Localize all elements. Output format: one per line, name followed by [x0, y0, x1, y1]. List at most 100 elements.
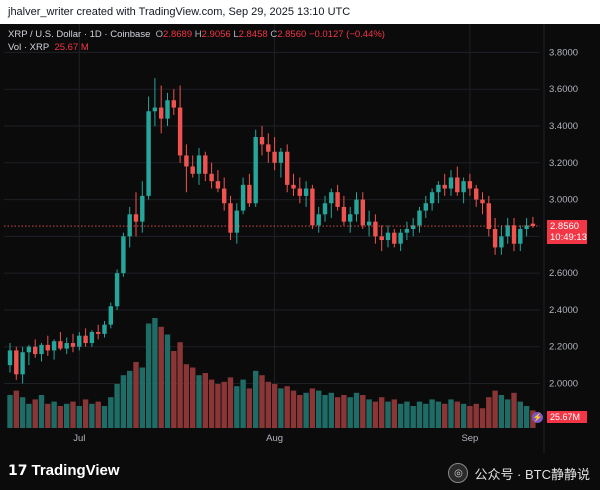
volume-bar [114, 384, 120, 428]
volume-bar [64, 403, 70, 428]
volume-bar [171, 351, 177, 428]
wechat-icon: ◎ [448, 463, 469, 483]
candle-body [127, 214, 132, 237]
volume-bar [215, 384, 221, 428]
candle-body [278, 151, 284, 163]
y-tick-label: 3.6000 [549, 84, 578, 95]
volume-bar [404, 401, 410, 428]
volume-bar [486, 397, 492, 428]
candle-body [14, 350, 19, 375]
candle-body [461, 181, 466, 193]
candle-body [316, 214, 321, 226]
candle-body [474, 188, 479, 200]
candle-body [442, 184, 447, 189]
volume-bar [133, 362, 139, 428]
candle-body [524, 225, 529, 229]
footer: 17 TradingView ◎ 公众号 · BTC静静说 [0, 454, 600, 490]
volume-bar [76, 406, 82, 428]
candle-body [429, 192, 435, 204]
candle-body [360, 199, 365, 226]
candle-body [240, 184, 246, 211]
candle-body [366, 221, 372, 226]
volume-bar [221, 381, 227, 428]
last-price-value: 2.8560 [550, 221, 580, 233]
volume-bar [360, 395, 366, 428]
volume-bar [120, 375, 127, 428]
candle-body [499, 236, 504, 248]
volume-bar [51, 401, 57, 428]
candle-body [209, 173, 214, 182]
volume-bar [473, 403, 479, 428]
y-tick-label: 3.4000 [549, 121, 578, 132]
candle-body [196, 155, 202, 174]
candle-body [247, 184, 252, 204]
volume-bar [284, 386, 290, 428]
chart-legend: XRP / U.S. Dollar · 1D · Coinbase O2.868… [8, 28, 385, 54]
volume-bar [26, 403, 32, 428]
candle-body [102, 324, 107, 334]
volume-bar [13, 390, 19, 428]
candle-body [335, 192, 340, 207]
candle-body [165, 100, 170, 119]
x-tick-label: Aug [266, 433, 283, 444]
volume-bar [227, 377, 234, 428]
volume-bar [517, 401, 523, 428]
legend-low-label: L [233, 29, 239, 40]
candle-body [33, 346, 38, 355]
x-tick-label: Sep [461, 433, 478, 444]
candle-body [96, 332, 101, 334]
legend-open-label: O [155, 29, 164, 40]
candle-body [322, 203, 328, 215]
volume-bar [347, 397, 353, 428]
bar-countdown: 10:49:13 [550, 232, 587, 244]
legend-close: 2.8560 [277, 29, 307, 40]
candle-body [417, 210, 422, 226]
volume-tag: 25.67M [547, 411, 587, 423]
volume-bar [328, 392, 334, 428]
volume-bar [385, 401, 391, 428]
chart-area[interactable]: 3.80003.60003.40003.20003.00002.80002.60… [0, 24, 600, 454]
volume-bar [202, 373, 208, 428]
volume-bar [152, 318, 158, 428]
volume-bar [108, 397, 114, 428]
candle-body [297, 188, 302, 196]
volume-bar [278, 388, 284, 428]
volume-bar [334, 397, 341, 428]
volume-bar [246, 388, 253, 428]
candle-body [171, 100, 176, 108]
candle-body [455, 177, 460, 193]
volume-bar [183, 364, 190, 428]
header-attribution: jhalver_writer created with TradingView.… [8, 6, 351, 18]
candlestick-chart[interactable]: 3.80003.60003.40003.20003.00002.80002.60… [0, 24, 600, 454]
volume-bar [479, 408, 486, 428]
candle-body [423, 203, 428, 211]
volume-bar [379, 397, 385, 428]
volume-bar [416, 401, 423, 428]
volume-bar [190, 367, 196, 428]
candle-body [505, 225, 510, 237]
volume-bar [290, 390, 297, 428]
volume-bar [196, 375, 202, 428]
legend-symbol[interactable]: XRP / U.S. Dollar · 1D · Coinbase [8, 29, 151, 40]
y-tick-label: 2.6000 [549, 268, 578, 279]
candle-body [184, 155, 189, 167]
y-tick-label: 2.0000 [549, 379, 578, 390]
volume-bar [32, 399, 38, 428]
lightning-icon[interactable]: ⚡ [532, 412, 543, 423]
candle-body [398, 232, 403, 244]
candle-body [83, 335, 88, 344]
volume-bar [511, 392, 517, 428]
volume-bar [82, 399, 89, 428]
candle-body [436, 184, 441, 193]
candle-body [518, 229, 523, 244]
volume-bar [7, 395, 13, 428]
candle-body [492, 229, 498, 248]
volume-bar [70, 401, 76, 428]
candle-body [89, 332, 95, 344]
legend-volume-label[interactable]: Vol · XRP [8, 42, 50, 53]
candle-body [77, 335, 82, 347]
candle-body [341, 206, 347, 222]
volume-bar [177, 342, 183, 428]
candle-body [467, 181, 473, 189]
volume-bar [391, 399, 397, 428]
